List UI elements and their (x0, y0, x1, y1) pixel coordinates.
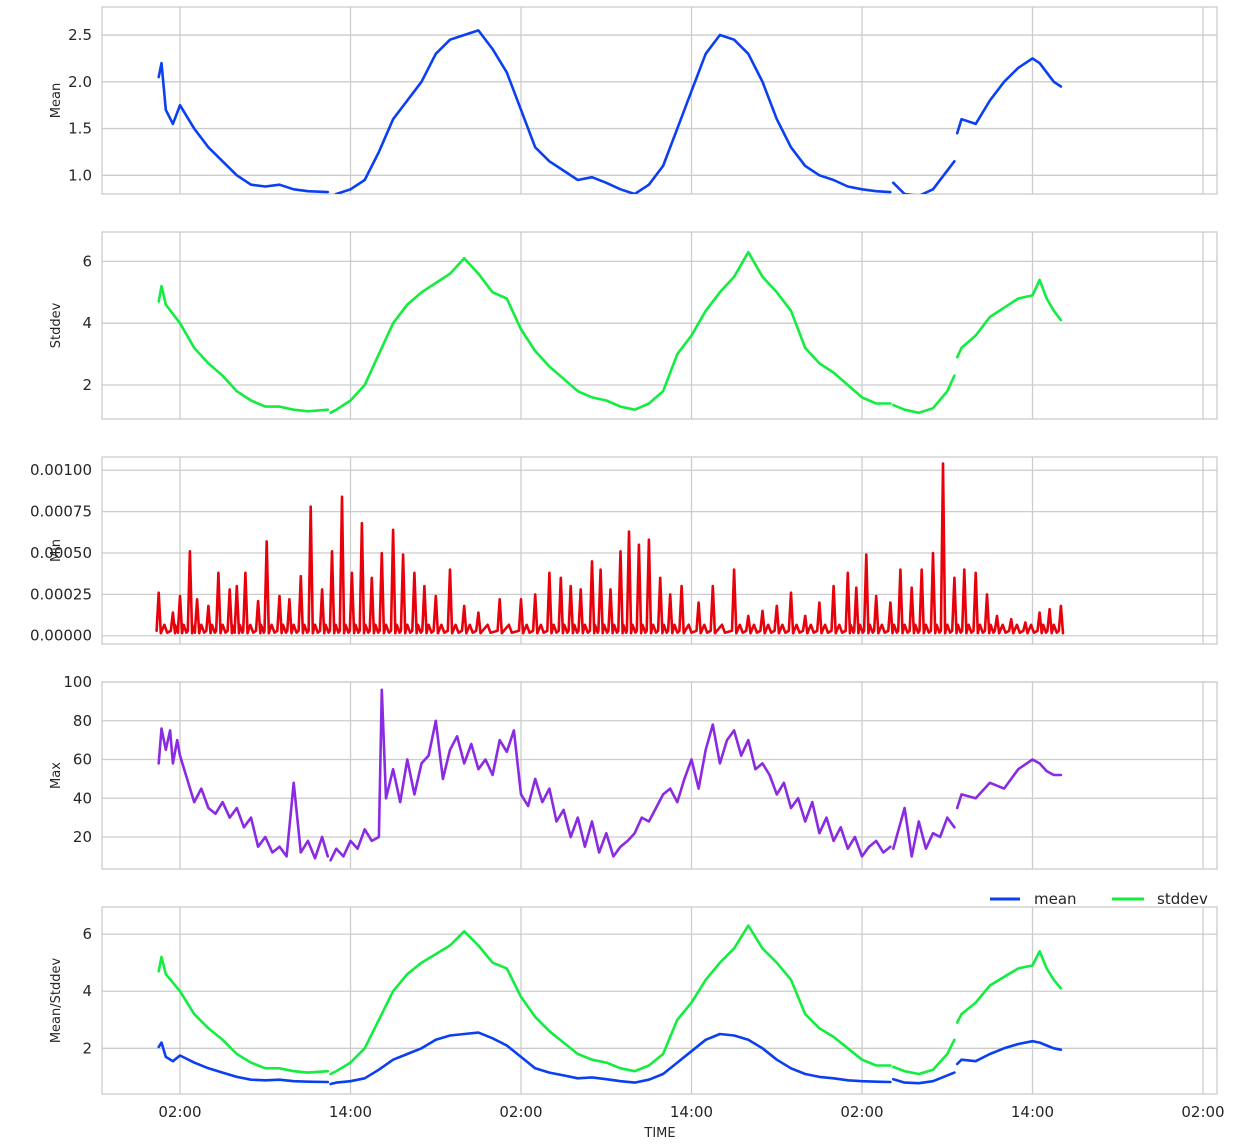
stddev-line-segment (891, 374, 956, 415)
panel-1: 1.0 1.5 2.0 2.5 Mean (49, 6, 1218, 195)
mean-line-segment (955, 57, 1063, 135)
plot-area (157, 688, 1063, 862)
y-tick-label: 2 (82, 1039, 92, 1057)
y-tick-label: 40 (73, 789, 92, 807)
y-tick-label: 2.5 (68, 26, 92, 44)
y-axis-label: Mean (49, 83, 64, 118)
y-axis-label: Mean/Stddev (49, 958, 64, 1044)
max-line-segment (955, 758, 1063, 810)
mean-line-segment (891, 1071, 956, 1085)
max-line-segment (891, 806, 956, 858)
y-tick-label: 60 (73, 751, 92, 769)
x-tick-label: 14:00 (670, 1103, 713, 1121)
x-tick-label: 02:00 (1181, 1103, 1224, 1121)
max-line-segment (157, 727, 330, 860)
stddev-line-segment (329, 924, 892, 1076)
axes-frame (101, 456, 1218, 645)
stddev-line-segment (329, 250, 892, 415)
y-tick-label: 0.00050 (30, 544, 92, 562)
plot-area (157, 924, 1063, 1086)
y-tick-label: 1.5 (68, 120, 92, 138)
panel-5: 2 4 6 Mean/Stddev mean stddev (49, 890, 1218, 1095)
legend-label-stddev: stddev (1157, 890, 1208, 908)
axes-frame (101, 231, 1218, 420)
x-tick-label: 02:00 (158, 1103, 201, 1121)
y-axis-label: Min (49, 539, 64, 562)
y-tick-label: 4 (82, 982, 92, 1000)
y-tick-label: 80 (73, 712, 92, 730)
x-tick-label: 14:00 (1011, 1103, 1054, 1121)
y-tick-label: 0.00100 (30, 461, 92, 479)
mean-line-segment (157, 61, 330, 194)
stddev-line-segment (955, 949, 1063, 1024)
x-axis-ticks: 02:00 14:00 02:00 14:00 02:00 14:00 02:00 (158, 1103, 1224, 1121)
mean-line-segment (891, 160, 956, 194)
y-tick-label: 0.00025 (30, 585, 92, 603)
y-tick-label: 20 (73, 828, 92, 846)
plot-area (155, 462, 1065, 635)
y-tick-label: 6 (82, 925, 92, 943)
axes-frame (101, 906, 1218, 1095)
panel-4: 20 40 60 80 100 Max (49, 673, 1218, 870)
y-tick-label: 0.00000 (30, 627, 92, 645)
y-tick-label: 4 (82, 314, 92, 332)
axes-frame (101, 681, 1218, 870)
mean-line-segment (157, 1041, 330, 1084)
stddev-line-segment (157, 955, 330, 1074)
mean-line-segment (334, 29, 892, 194)
mean-line-segment (955, 1039, 1063, 1066)
max-line-segment (329, 688, 892, 862)
y-tick-label: 100 (63, 673, 92, 691)
y-tick-label: 2 (82, 376, 92, 394)
axes-frame (101, 6, 1218, 195)
panel-3: 0.00000 0.00025 0.00050 0.00075 0.00100 Min (30, 456, 1218, 645)
y-tick-label: 1.0 (68, 166, 92, 184)
stddev-line-segment (157, 284, 330, 413)
x-axis-label: TIME (643, 1126, 675, 1141)
stddev-line-segment (891, 1038, 956, 1076)
y-axis-label: Max (49, 762, 64, 789)
legend-label-mean: mean (1034, 890, 1077, 908)
x-tick-label: 14:00 (329, 1103, 372, 1121)
y-tick-label: 6 (82, 252, 92, 270)
min-line (155, 462, 1065, 635)
y-tick-label: 2.0 (68, 73, 92, 91)
stddev-line-segment (955, 278, 1063, 359)
x-tick-label: 02:00 (840, 1103, 883, 1121)
y-axis-label: Stddev (49, 302, 64, 348)
mean-line-segment (329, 1031, 892, 1086)
panel-2: 2 4 6 Stddev (49, 231, 1218, 420)
plot-area (157, 29, 1063, 194)
legend: mean stddev (990, 890, 1208, 908)
y-tick-label: 0.00075 (30, 503, 92, 521)
x-tick-label: 02:00 (499, 1103, 542, 1121)
plot-area (157, 250, 1063, 415)
